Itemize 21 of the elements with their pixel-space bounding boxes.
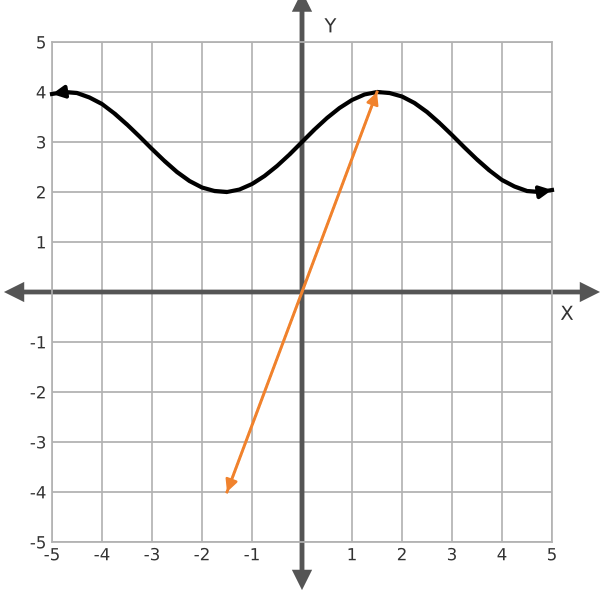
- y-tick-label: 2: [37, 186, 45, 198]
- x-axis-title: X: [560, 306, 574, 320]
- y-tick-label: -2: [30, 386, 45, 398]
- y-tick-label: 4: [36, 86, 46, 98]
- x-tick-label: 5: [548, 548, 556, 560]
- y-tick-label: 1: [38, 236, 45, 248]
- x-tick-label: 1: [348, 548, 356, 560]
- y-tick-label: -1: [30, 336, 45, 348]
- x-tick-label: -1: [244, 548, 259, 560]
- x-tick-label: -3: [144, 548, 159, 560]
- y-tick-label: -3: [30, 436, 46, 449]
- y-axis-title: Y: [324, 18, 336, 32]
- y-tick-label: 5: [37, 36, 45, 49]
- y-tick-label: -5: [30, 536, 45, 549]
- x-tick-label: -2: [194, 548, 209, 560]
- x-tick-label: 3: [448, 548, 456, 560]
- x-tick-label: 4: [498, 548, 506, 560]
- y-tick-label: -4: [30, 486, 46, 498]
- x-tick-label: 2: [398, 548, 406, 560]
- y-tick-label: 3: [37, 136, 46, 149]
- x-tick-label: -4: [94, 548, 110, 560]
